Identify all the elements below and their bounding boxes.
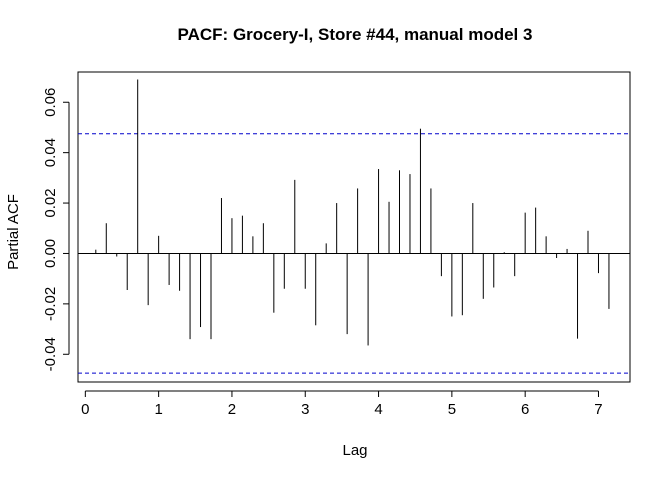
x-tick-label: 6 <box>521 401 529 418</box>
x-tick-label: 1 <box>154 401 162 418</box>
x-tick-label: 5 <box>448 401 456 418</box>
y-axis-label: Partial ACF <box>5 194 22 270</box>
y-tick-label: -0.04 <box>42 337 59 371</box>
y-tick-label: 0.02 <box>42 188 59 217</box>
x-tick-label: 3 <box>301 401 309 418</box>
y-tick-label: 0.00 <box>42 239 59 268</box>
chart-title: PACF: Grocery-I, Store #44, manual model… <box>178 25 533 44</box>
x-axis-label: Lag <box>342 442 367 459</box>
y-tick-label: 0.04 <box>42 138 59 167</box>
x-tick-label: 7 <box>594 401 602 418</box>
y-tick-label: 0.06 <box>42 88 59 117</box>
plot-area: 0 1 2 3 4 5 6 7 -0.04 -0.02 0.00 0.02 0.04 0.06 <box>42 71 631 418</box>
x-tick-label: 0 <box>81 401 89 418</box>
y-tick-label: -0.02 <box>42 287 59 321</box>
x-tick-label: 4 <box>374 401 382 418</box>
plot-frame <box>77 71 631 383</box>
x-tick-label: 2 <box>228 401 236 418</box>
